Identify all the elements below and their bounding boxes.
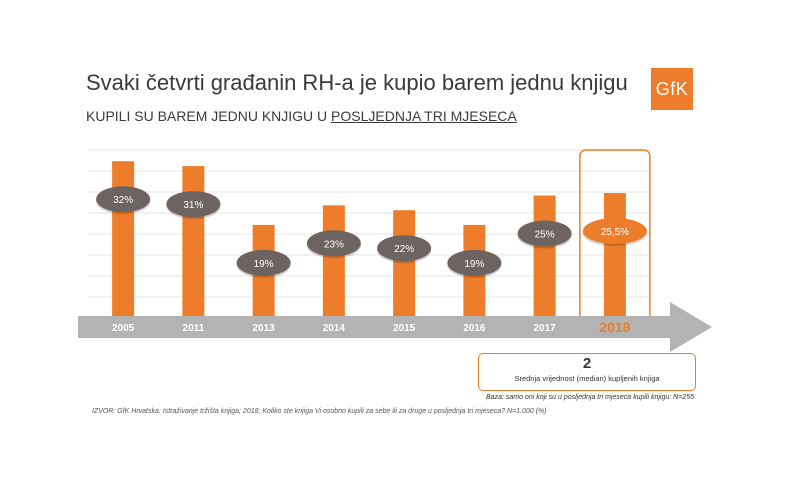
data-label: 31% xyxy=(183,200,203,211)
data-label-bubble xyxy=(96,186,151,213)
x-tick-label: 2014 xyxy=(323,323,346,334)
bar-2005 xyxy=(112,161,135,318)
gfk-logo: GfK xyxy=(651,68,693,110)
median-label: Srednja vrijednost (median) kupljenih kn… xyxy=(514,374,660,383)
data-label-bubble xyxy=(517,220,572,247)
subtitle-underlined: POSLJEDNJA TRI MJESECA xyxy=(331,108,517,124)
data-label: 25,5% xyxy=(601,227,629,238)
data-label: 19% xyxy=(254,259,274,270)
bar-2018 xyxy=(603,193,626,318)
x-tick-label: 2015 xyxy=(393,323,416,334)
data-label: 22% xyxy=(394,244,414,255)
data-label: 25% xyxy=(535,230,555,241)
data-label: 23% xyxy=(324,239,344,250)
data-label-bubble xyxy=(236,249,291,276)
timeline-arrow xyxy=(78,302,712,352)
x-tick-label: 2013 xyxy=(253,323,276,334)
x-tick-label: 2018 xyxy=(599,319,630,335)
x-tick-label: 2005 xyxy=(112,323,135,334)
bar-2014 xyxy=(322,205,345,318)
page-title: Svaki četvrti građanin RH-a je kupio bar… xyxy=(86,70,628,95)
bar-2011 xyxy=(182,166,205,318)
data-label: 32% xyxy=(113,195,133,206)
data-label-bubble xyxy=(582,218,647,245)
subtitle-prefix: KUPILI SU BAREM JEDNU KNJIGU U xyxy=(86,108,332,124)
x-tick-label: 2016 xyxy=(463,323,486,334)
base-note: Baza: samo oni koji su u posljednja tri … xyxy=(486,394,694,401)
source-note: IZVOR: GfK Hrvatska: Istraživanje tržišt… xyxy=(92,408,547,415)
page-subtitle: KUPILI SU BAREM JEDNU KNJIGU U POSLJEDNJ… xyxy=(86,108,517,124)
data-label-bubble xyxy=(377,235,432,262)
median-value: 2 xyxy=(582,355,592,372)
bar-2015 xyxy=(393,210,416,318)
bar-2017 xyxy=(533,195,556,318)
x-tick-label: 2011 xyxy=(183,323,205,334)
median-box: 2 Srednja vrijednost (median) kupljenih … xyxy=(478,353,696,391)
data-label: 19% xyxy=(464,259,484,270)
data-label-bubble xyxy=(447,249,502,276)
data-label-bubble xyxy=(306,230,361,257)
data-label-bubble xyxy=(166,191,221,218)
x-tick-label: 2017 xyxy=(534,323,557,334)
